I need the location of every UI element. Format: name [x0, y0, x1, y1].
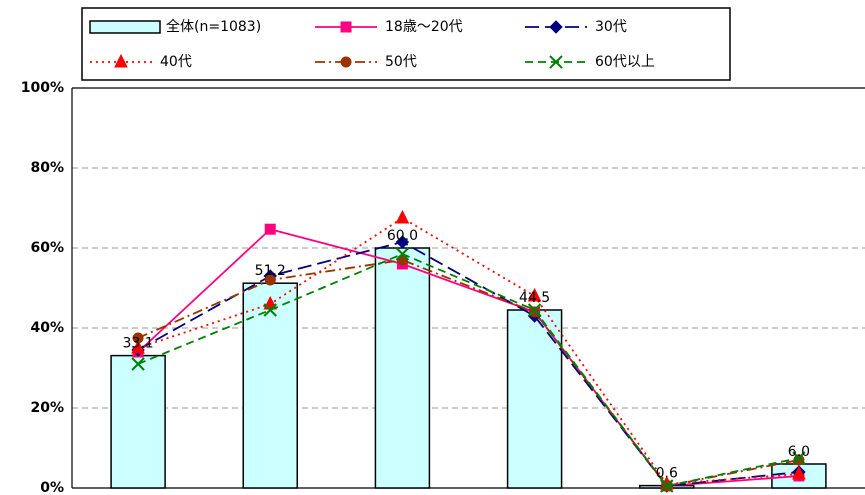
marker — [263, 303, 277, 317]
marker — [549, 55, 563, 69]
y-tick-label: 0% — [40, 480, 64, 495]
bar — [110, 354, 166, 489]
data-label: 0.6 — [656, 466, 678, 482]
bar — [374, 247, 431, 489]
legend-swatch — [89, 20, 161, 34]
legend-marker — [340, 21, 352, 33]
legend-label: 30代 — [595, 19, 627, 35]
marker — [340, 56, 352, 68]
legend-label: 40代 — [160, 54, 192, 70]
data-label: 60.0 — [387, 228, 418, 244]
marker — [114, 53, 128, 68]
marker — [264, 223, 276, 235]
legend-marker — [340, 56, 352, 68]
marker — [340, 21, 352, 33]
legend-label: 60代以上 — [595, 54, 655, 70]
line — [137, 241, 800, 487]
legend-label: 全体(n=1083) — [166, 18, 261, 35]
bar — [242, 282, 298, 489]
legend-label: 18歳～20代 — [385, 19, 463, 35]
marker — [395, 209, 410, 224]
y-tick-label: 80% — [30, 160, 64, 176]
marker — [395, 247, 410, 261]
data-label: 44.5 — [519, 290, 550, 306]
marker — [549, 20, 563, 34]
data-label: 51.2 — [255, 263, 286, 279]
line — [137, 216, 799, 485]
legend-label: 50代 — [385, 54, 417, 70]
data-label: 6.0 — [788, 444, 810, 460]
marker — [264, 274, 276, 286]
legend-box — [81, 7, 731, 81]
line — [137, 259, 800, 487]
legend-marker — [549, 55, 563, 69]
marker — [660, 479, 674, 493]
marker — [131, 339, 145, 354]
y-tick-label: 40% — [30, 320, 64, 336]
marker — [131, 357, 145, 371]
line — [137, 228, 799, 487]
marker — [792, 465, 806, 480]
y-tick-label: 60% — [30, 240, 64, 256]
marker — [527, 303, 542, 317]
y-tick-label: 20% — [30, 400, 64, 416]
marker — [792, 451, 806, 465]
y-tick-label: 100% — [21, 80, 64, 96]
line — [137, 253, 800, 487]
data-label: 33.1 — [122, 336, 153, 352]
legend-marker — [114, 53, 128, 68]
marker — [132, 332, 144, 344]
legend-marker — [549, 20, 563, 34]
marker — [395, 235, 410, 249]
marker — [793, 454, 805, 466]
marker — [527, 287, 542, 302]
